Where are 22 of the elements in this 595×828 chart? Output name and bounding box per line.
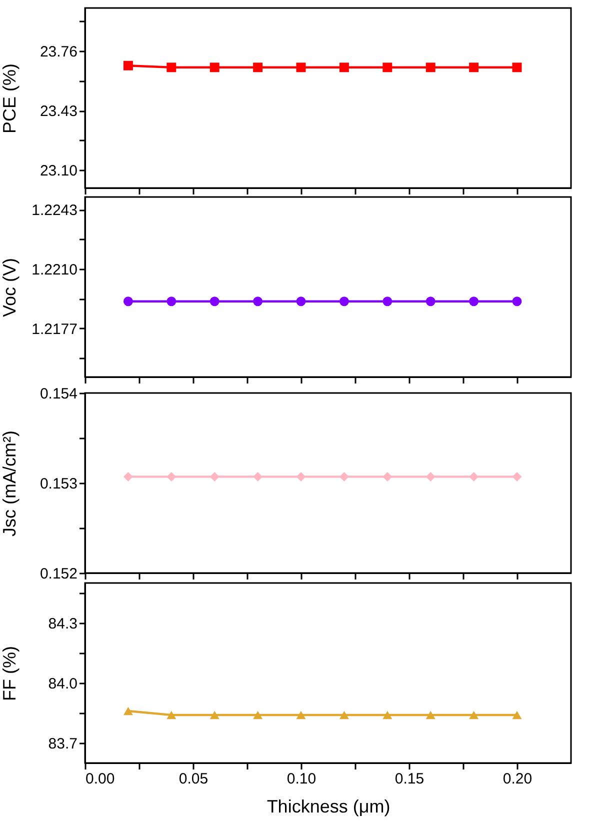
y-axis-title: Voc (V)	[0, 258, 20, 318]
y-tick-label: 84.0	[48, 676, 78, 692]
y-tick-label: 0.154	[40, 386, 78, 402]
y-tick-label: 1.2210	[32, 262, 78, 278]
x-tick-label: 0.05	[178, 770, 208, 788]
y-tick-label: 23.76	[40, 44, 78, 61]
x-tick-label: 0.20	[502, 770, 532, 788]
y-tick-label: 23.43	[40, 103, 78, 120]
y-tick-label: 0.153	[40, 476, 78, 492]
x-tick-label: 0.15	[394, 770, 424, 788]
y-axis-title: Jsc (mA/cm²)	[0, 430, 20, 536]
x-tick-label: 0.10	[286, 770, 316, 788]
y-tick-label: 1.2243	[32, 202, 78, 220]
y-tick-label: 0.152	[40, 566, 78, 582]
y-tick-label: 84.3	[48, 616, 78, 632]
y-tick-label: 83.7	[48, 736, 78, 752]
y-axis-title: PCE (%)	[0, 63, 20, 134]
y-tick-label: 1.2177	[32, 320, 78, 338]
x-axis-title: Thickness (μm)	[266, 796, 390, 816]
x-tick-label: 0.00	[86, 770, 115, 788]
y-axis-title: FF (%)	[0, 646, 20, 701]
y-tick-label: 23.10	[40, 162, 78, 180]
